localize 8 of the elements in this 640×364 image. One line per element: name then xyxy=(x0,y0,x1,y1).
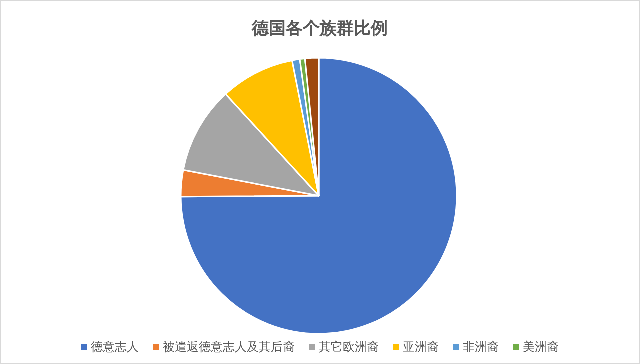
legend-label: 其它欧洲裔 xyxy=(319,340,379,354)
legend-label: 亚洲裔 xyxy=(403,340,439,354)
chart-title: 德国各个族群比例 xyxy=(251,19,388,38)
pie-slice xyxy=(180,57,458,335)
legend-label: 德意志人 xyxy=(91,340,139,354)
legend-label: 非洲裔 xyxy=(463,340,499,354)
legend-label: 被遣返德意志人及其后裔 xyxy=(163,340,295,354)
legend-label: 美洲裔 xyxy=(523,340,559,354)
